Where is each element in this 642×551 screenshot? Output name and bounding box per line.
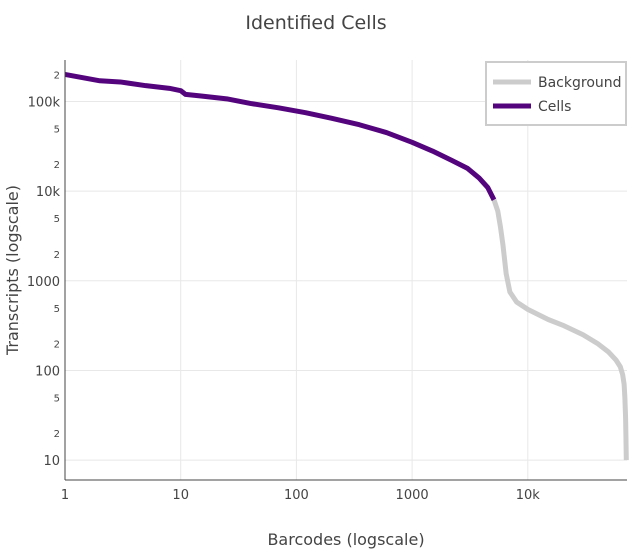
y-minor-tick-label: 5: [54, 304, 60, 315]
y-axis-ticks: 10 100 1000 10k 100k 2 5 2 5 2 5 2 5 2: [27, 70, 61, 469]
x-tick-label: 10: [172, 488, 189, 503]
y-minor-tick-label: 5: [54, 214, 60, 225]
y-minor-tick-label: 2: [54, 339, 60, 350]
series-line-cells: [64, 72, 497, 201]
x-tick-label: 100: [284, 488, 309, 503]
series-lines: [64, 72, 629, 461]
y-minor-tick-label: 5: [54, 393, 60, 404]
x-axis-title: Barcodes (logscale): [267, 530, 424, 549]
y-minor-tick-label: 2: [54, 160, 60, 171]
legend-box: [485, 61, 627, 126]
series-line-background: [491, 199, 629, 461]
chart-title: Identified Cells: [245, 12, 386, 34]
y-tick-label: 1000: [27, 275, 60, 290]
legend[interactable]: Background Cells: [485, 61, 627, 126]
legend-label-cells: Cells: [538, 99, 571, 115]
y-tick-label: 100k: [28, 95, 61, 110]
y-tick-label: 10k: [36, 185, 61, 200]
x-tick-label: 1: [61, 488, 69, 503]
y-minor-tick-label: 2: [54, 250, 60, 261]
y-axis-title: Transcripts (logscale): [3, 185, 22, 356]
y-minor-tick-label: 2: [54, 70, 60, 81]
y-tick-label: 10: [43, 454, 60, 469]
y-minor-tick-label: 5: [54, 124, 60, 135]
x-axis-ticks: 1 10 100 1000 10k: [61, 488, 540, 503]
y-minor-tick-label: 2: [54, 429, 60, 440]
y-tick-label: 100: [35, 364, 60, 379]
legend-label-background: Background: [538, 75, 622, 91]
x-tick-label: 10k: [516, 488, 541, 503]
x-tick-label: 1000: [396, 488, 429, 503]
